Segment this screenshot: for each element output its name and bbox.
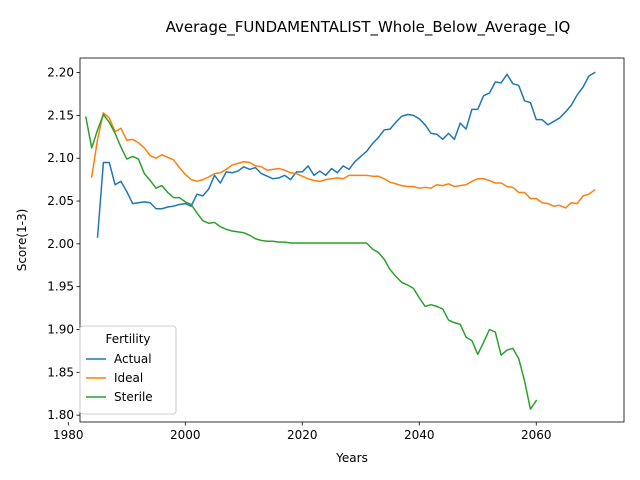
x-axis-label: Years [335, 451, 368, 465]
y-tick-label: 1.90 [47, 323, 74, 337]
legend-items: Actual Ideal Sterile [86, 352, 153, 404]
series-layer [84, 71, 596, 410]
y-tick-label: 2.00 [47, 237, 74, 251]
plot-frame [79, 57, 625, 423]
y-tick-label: 2.20 [47, 66, 74, 80]
x-tick-label: 2040 [404, 428, 435, 442]
legend-label-ideal: Ideal [114, 371, 143, 385]
series-line-sterile [84, 113, 538, 410]
y-tick-label: 2.15 [47, 108, 74, 122]
x-ticks: 1980 2000 2020 2040 2060 [53, 422, 552, 442]
x-tick-label: 2000 [170, 428, 201, 442]
series-line-ideal [90, 112, 596, 209]
legend-title: Fertility [105, 332, 150, 346]
y-tick-label: 1.95 [47, 280, 74, 294]
legend-label-sterile: Sterile [114, 390, 153, 404]
x-tick-label: 2020 [287, 428, 318, 442]
x-tick-label: 1980 [53, 428, 84, 442]
y-tick-label: 2.10 [47, 151, 74, 165]
y-tick-label: 1.80 [47, 408, 74, 422]
series-line-actual [96, 71, 596, 238]
legend: Fertility Actual Ideal Sterile [79, 325, 177, 415]
y-axis-label: Score(1-3) [15, 209, 29, 272]
chart-title: Average_FUNDAMENTALIST_Whole_Below_Avera… [166, 18, 571, 37]
axis-layer [79, 57, 625, 423]
legend-label-actual: Actual [114, 352, 152, 366]
y-tick-label: 2.05 [47, 194, 74, 208]
x-tick-label: 2060 [521, 428, 552, 442]
y-tick-label: 1.85 [47, 365, 74, 379]
legend-box [79, 325, 177, 415]
y-ticks: 1.80 1.85 1.90 1.95 2.00 2.05 2.10 2.15 2.20 [47, 66, 80, 422]
